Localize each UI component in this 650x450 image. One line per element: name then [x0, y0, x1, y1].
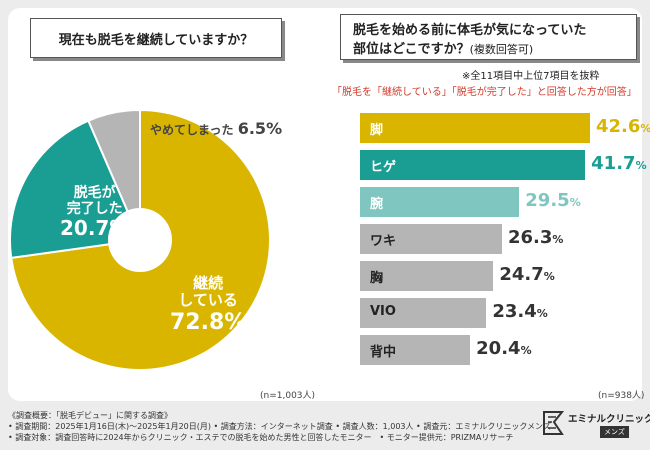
bar-category-label: VIO: [370, 304, 396, 319]
respondent-note: 「脱毛を「継続している」「脱毛が完了した」と回答した方が回答」: [332, 87, 637, 98]
bar-1: ヒゲ: [360, 150, 586, 180]
brand-name: エミナルクリニック: [568, 414, 650, 425]
bar-value-label: 20.4%: [476, 338, 532, 359]
footer-line1: 《調査概要：「脱毛デビュー」に関する調査》: [8, 411, 172, 420]
bar-category-label: 腕: [370, 197, 384, 212]
bar-n-label: (n=938人): [598, 391, 645, 401]
pie-question: 現在も脱毛を継続していますか？: [58, 33, 254, 48]
bar-0: 脚: [360, 113, 590, 143]
footer-line3: • 調査対象：調査回答時に2024年からクリニック・エステでの脱毛を始めた男性と…: [8, 433, 514, 442]
pie-question-box: 現在も脱毛を継続していますか？: [30, 18, 282, 58]
brand-mark-icon: [543, 411, 564, 435]
slice-label-continue: 継続 している 72.8%: [170, 274, 247, 335]
bar-category-label: ヒゲ: [370, 160, 397, 175]
bar-value-label: 23.4%: [492, 301, 548, 322]
bar-category-label: 胸: [370, 271, 384, 286]
bar-value-label: 41.7%: [591, 153, 647, 174]
bar-2: 腕: [360, 187, 520, 217]
bar-3: ワキ: [360, 224, 502, 254]
pie-n-label: (n=1,003人): [260, 391, 316, 401]
bar-category-label: 脚: [370, 123, 384, 138]
footer-line2: • 調査期間：2025年1月16日(木)〜2025年1月20日(月) • 調査方…: [8, 422, 551, 431]
bar-value-label: 29.5%: [525, 190, 581, 211]
slice-label-done-l2: 完了した: [66, 201, 123, 218]
bar-category-label: ワキ: [370, 234, 397, 249]
slice-label-quit-text: やめてしまった: [150, 123, 234, 137]
bar-value-label: 24.7%: [499, 264, 555, 285]
excerpt-note: ※全11項目中上位7項目を抜粋: [462, 71, 600, 82]
bar-question-box: 脱毛を始める前に体毛が気になっていた 部位はどこですか？(複数回答可): [340, 14, 637, 60]
pie-center-hole: [108, 208, 172, 272]
bar-4: 胸: [360, 261, 494, 291]
bar-question-note: (複数回答可): [469, 43, 534, 56]
slice-label-continue-l2: している: [178, 291, 238, 310]
bar-6: 背中: [360, 335, 471, 365]
slice-pct-done: 20.7%: [60, 216, 130, 241]
slice-label-done-l1: 脱毛が: [73, 185, 116, 201]
bar-category-label: 背中: [370, 345, 397, 360]
slice-label-continue-l1: 継続: [193, 274, 224, 292]
slice-quit: [87, 108, 141, 241]
slice-label-quit: やめてしまった 6.5%: [150, 119, 283, 138]
survey-footer: 《調査概要：「脱毛デビュー」に関する調査》 • 調査期間：2025年1月16日(…: [8, 410, 551, 443]
brand-tag: メンズ: [600, 426, 629, 438]
slice-done: [9, 119, 142, 260]
slice-pct-quit: 6.5%: [237, 119, 283, 138]
bar-value-label: 42.6%: [596, 116, 650, 137]
slice-label-done: 脱毛が 完了した 20.7%: [60, 185, 129, 240]
bar-question-line1: 脱毛を始める前に体毛が気になっていた: [353, 23, 587, 38]
brand-logo: エミナルクリニック メンズ: [542, 408, 650, 440]
slice-pct-continue: 72.8%: [170, 309, 247, 335]
bar-question-line2: 部位はどこですか？(複数回答可): [353, 42, 534, 57]
bar-value-label: 26.3%: [507, 227, 564, 248]
bar-5: VIO: [360, 298, 487, 328]
